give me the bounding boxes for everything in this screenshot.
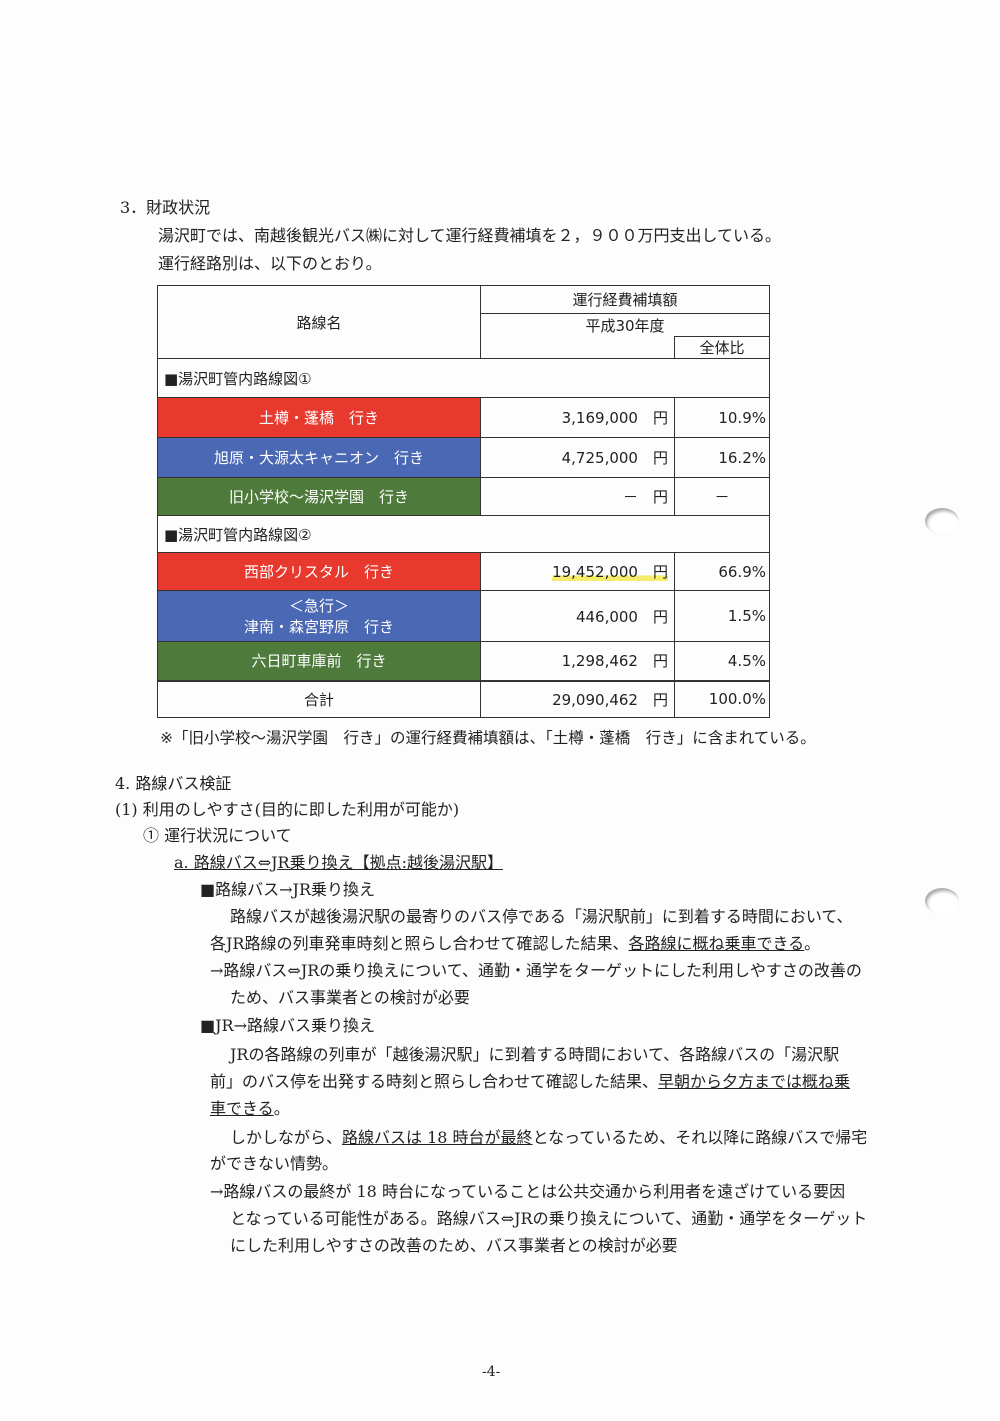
paragraph-line: 車できる。 xyxy=(210,1099,290,1118)
total-row: 合計 29,090,462 円 100.0% xyxy=(157,680,770,718)
route-name: ＜急行＞ 津南・森宮野原 行き xyxy=(157,590,481,642)
sub3: a. 路線バス⇔JR乗り換え【拠点:越後湯沢駅】 xyxy=(174,853,503,872)
paragraph-line: ため、バス事業者との検討が必要 xyxy=(230,988,470,1007)
ratio: 66.9% xyxy=(674,552,770,591)
header-ratio: 全体比 xyxy=(674,336,770,359)
ratio: 10.9% xyxy=(674,397,770,438)
amount: 446,000 円 xyxy=(480,590,675,642)
subsidy-table: 路線名 運行経費補填額 平成30年度 全体比 ■湯沢町管内路線図① 土樽・蓬橋 … xyxy=(157,285,770,718)
header-route: 路線名 xyxy=(157,285,481,359)
paragraph-line: 前」のバス停を出発する時刻と照らし合わせて確認した結果、早朝から夕方までは概ね乗 xyxy=(210,1072,851,1091)
table-row: 土樽・蓬橋 行き 3,169,000 円 10.9% xyxy=(157,397,770,438)
paragraph-line: →路線バス⇔JRの乗り換えについて、通勤・通学をターゲットにした利用しやすさの改… xyxy=(210,961,862,980)
ratio: 4.5% xyxy=(674,641,770,681)
total-label: 合計 xyxy=(157,680,481,718)
sub2: ① 運行状況について xyxy=(143,826,292,845)
b2-title: ■JR→路線バス乗り換え xyxy=(200,1016,375,1035)
section3-line2: 運行経路別は、以下のとおり。 xyxy=(158,254,382,273)
route-name: 土樽・蓬橋 行き xyxy=(157,397,481,438)
total-amount: 29,090,462 円 xyxy=(480,680,675,718)
table-note: ※「旧小学校～湯沢学園 行き」の運行経費補填額は、「土樽・蓬橋 行き」に含まれて… xyxy=(160,729,816,747)
table-row: 旭原・大源太キャニオン 行き 4,725,000 円 16.2% xyxy=(157,437,770,478)
header-subsidy: 運行経費補填額 xyxy=(480,285,770,314)
paragraph-line: しかしながら、路線バスは 18 時台が最終となっているため、それ以降に路線バスで… xyxy=(230,1128,868,1147)
group1-label: ■湯沢町管内路線図① xyxy=(157,358,770,398)
ratio: 16.2% xyxy=(674,437,770,478)
page-number: -4- xyxy=(482,1364,501,1380)
table-row: 西部クリスタル 行き 19,452,000 円 66.9% xyxy=(157,552,770,591)
paragraph-line: JRの各路線の列車が「越後湯沢駅」に到着する時間において、各路線バスの「湯沢駅 xyxy=(230,1045,840,1064)
amount: 1,298,462 円 xyxy=(480,641,675,681)
route-name: 西部クリスタル 行き xyxy=(157,552,481,591)
group2-label: ■湯沢町管内路線図② xyxy=(157,515,770,553)
ratio: 1.5% xyxy=(674,590,770,642)
punch-hole xyxy=(925,508,959,534)
route-name: 六日町車庫前 行き xyxy=(157,641,481,681)
route-name: 旭原・大源太キャニオン 行き xyxy=(157,437,481,478)
b1-title: ■路線バス→JR乗り換え xyxy=(200,880,375,899)
route-name: 旧小学校～湯沢学園 行き xyxy=(157,477,481,516)
paragraph-line: にした利用しやすさの改善のため、バス事業者との検討が必要 xyxy=(230,1236,678,1255)
total-ratio: 100.0% xyxy=(674,680,770,718)
sub1: (1) 利用のしやすさ(目的に即した利用が可能か) xyxy=(115,800,460,819)
amount: 4,725,000 円 xyxy=(480,437,675,478)
paragraph-line: となっている可能性がある。路線バス⇔JRの乗り換えについて、通勤・通学をターゲッ… xyxy=(230,1209,868,1228)
paragraph-line: →路線バスの最終が 18 時台になっていることは公共交通から利用者を遠ざけている… xyxy=(210,1182,846,1201)
paragraph-line: 路線バスが越後湯沢駅の最寄りのバス停である「湯沢駅前」に到着する時間において、 xyxy=(230,907,853,926)
table-row: 旧小学校～湯沢学園 行き－ 円－ xyxy=(157,477,770,516)
punch-hole xyxy=(925,888,959,914)
section3-heading: 3．財政状況 xyxy=(120,198,211,217)
header-year: 平成30年度 xyxy=(480,313,770,337)
amount: 3,169,000 円 xyxy=(480,397,675,438)
amount: － 円 xyxy=(480,477,675,516)
section4-heading: 4. 路線バス検証 xyxy=(115,774,232,793)
paragraph-line: ができない情勢。 xyxy=(210,1154,339,1173)
amount: 19,452,000 円 xyxy=(480,552,675,591)
table-row: ＜急行＞ 津南・森宮野原 行き 446,000 円 1.5% xyxy=(157,590,770,642)
section3-line1: 湯沢町では、南越後観光バス㈱に対して運行経費補填を２，９００万円支出している。 xyxy=(158,226,782,245)
ratio: － xyxy=(674,477,770,516)
paragraph-line: 各JR路線の列車発車時刻と照らし合わせて確認した結果、各路線に概ね乗車できる。 xyxy=(210,934,821,953)
table-row: 六日町車庫前 行き 1,298,462 円 4.5% xyxy=(157,641,770,681)
